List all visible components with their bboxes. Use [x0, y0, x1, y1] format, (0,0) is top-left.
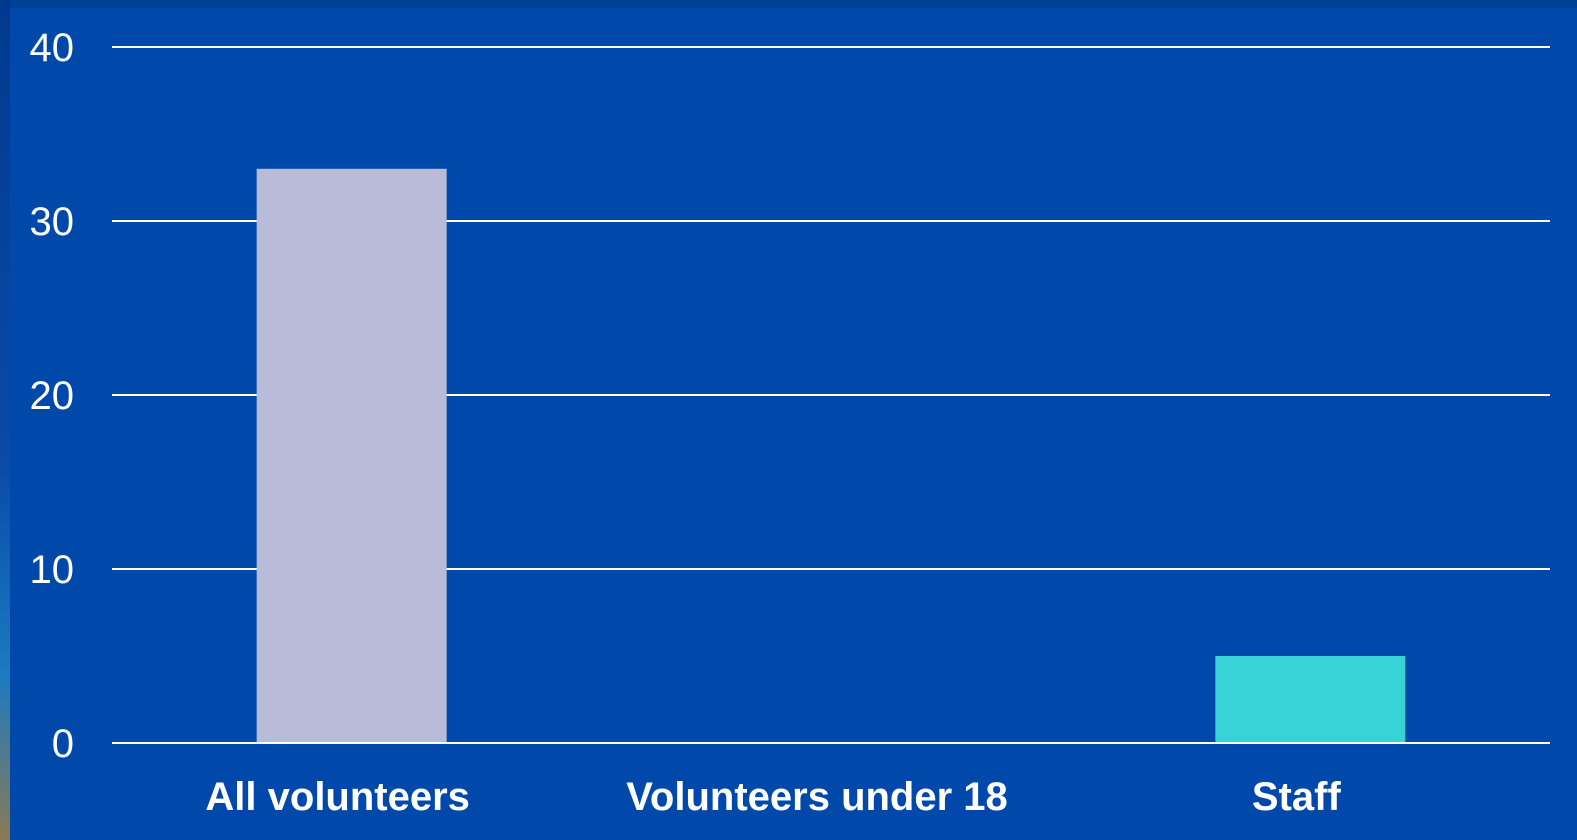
y-tick-label: 0	[52, 722, 74, 766]
slide-left-border	[0, 0, 10, 840]
bar-all-volunteers	[256, 168, 447, 744]
y-tick-label: 30	[30, 200, 75, 244]
y-tick-label: 10	[30, 548, 75, 592]
x-axis-category-labels: All volunteers Volunteers under 18 Staff	[205, 775, 1341, 819]
y-tick-label: 20	[30, 374, 75, 418]
x-category-label: Staff	[1252, 775, 1342, 819]
x-category-label: All volunteers	[205, 775, 470, 819]
slide-top-border	[0, 0, 1577, 8]
y-axis-tick-labels: 0 10 20 30 40	[30, 26, 75, 766]
y-tick-label: 40	[30, 26, 75, 70]
x-category-label: Volunteers under 18	[626, 775, 1008, 819]
bars	[112, 168, 1550, 744]
bar-staff	[1215, 656, 1406, 743]
